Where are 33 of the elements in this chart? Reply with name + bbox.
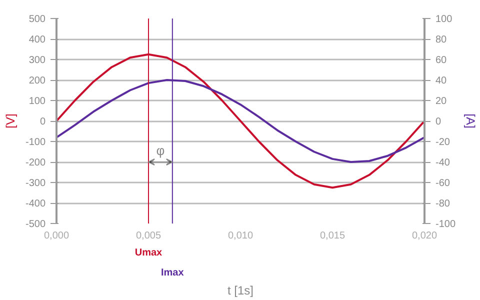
y-tick-label: -300 [25,178,46,189]
x-tick-label: 0,015 [320,230,346,242]
x-axis-title: t [1s] [227,284,254,298]
y-tick-label: 300 [28,55,46,66]
y2-tick-label: 20 [436,96,448,107]
y-tick-label: -400 [25,198,46,210]
x-tick-label: 0,010 [228,230,254,242]
y2-tick-label: 60 [436,55,448,66]
y-tick-label: 200 [28,76,46,86]
y2-tick-label: -80 [436,198,450,210]
y2-tick-label: -100 [436,219,456,230]
y-tick-label: 500 [28,14,46,25]
y2-tick-label: 40 [436,76,448,86]
y-tick-label: -200 [25,158,46,168]
y-tick-label: 400 [28,34,46,46]
y-tick-label: -100 [25,137,46,148]
x-tick-label: 0,000 [44,230,70,242]
y2-tick-label: 80 [436,34,448,46]
y2-tick-label: -20 [436,137,450,148]
y-tick-label: 0 [40,116,46,128]
x-tick-label: 0,005 [136,230,162,242]
x-tick-label: 0,020 [412,230,438,242]
y2-tick-label: -60 [436,178,450,189]
ref-line-label: Imax [161,268,184,278]
y2-tick-label: -40 [436,158,450,168]
y-tick-label: 100 [28,96,46,107]
ref-line-label: Umax [134,248,163,258]
y-tick-label: -500 [25,219,46,230]
y-axis-title: [V] [3,114,18,128]
y2-tick-label: 0 [436,116,442,128]
y2-tick-label: 100 [436,14,453,25]
annotation: φ [156,143,165,158]
y2-axis-title: [A] [464,114,478,128]
